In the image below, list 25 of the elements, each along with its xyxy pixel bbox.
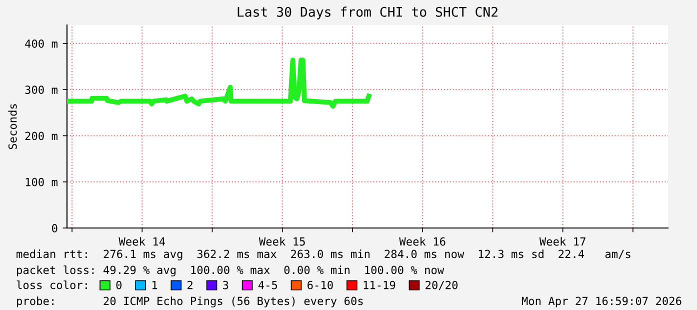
legend-label: 20/20 [426,280,458,290]
y-tick-label: 400 m [25,39,58,48]
text: Mon Apr 27 16:59:07 2026 [522,296,682,308]
legend-label: 0 [116,280,122,290]
y-tick-label: 0 [52,224,58,232]
text: packet loss: 49.29 % avg 100.00 % max 0.00 % min 100.00 % now [17,266,444,276]
x-tick-label: Week 14 [118,237,166,246]
text: median rtt: 276.1 ms avg 362.2 ms max 263.0 ms min 284.0 ms now 12.3 ms sd 22.4 am/s [16,250,630,260]
x-tick-label: Week 16 [399,237,446,246]
y-tick-label: 200 m [25,132,58,140]
chart-title: Last 30 Days from CHI to SHCT CN2 [238,6,498,20]
legend-title: loss color: [16,280,87,290]
legend-label: 11-19 [364,280,396,290]
legend-label: 1 [152,280,158,290]
legend-label: 3 [223,280,228,290]
y-tick-label: 100 m [26,178,58,186]
legend-label: 6-10 [308,280,333,290]
y-tick-label: 300 m [25,86,58,94]
x-tick-label: Week 17 [539,237,586,246]
text: probe: 20 ICMP Echo Pings (56 Bytes) every 60s [17,296,363,308]
x-tick-label: Week 15 [258,237,305,246]
legend-label: 4-5 [258,280,278,290]
legend-label: 2 [188,280,192,290]
y-axis-title: Seconds [8,104,17,150]
line-series [67,58,372,109]
